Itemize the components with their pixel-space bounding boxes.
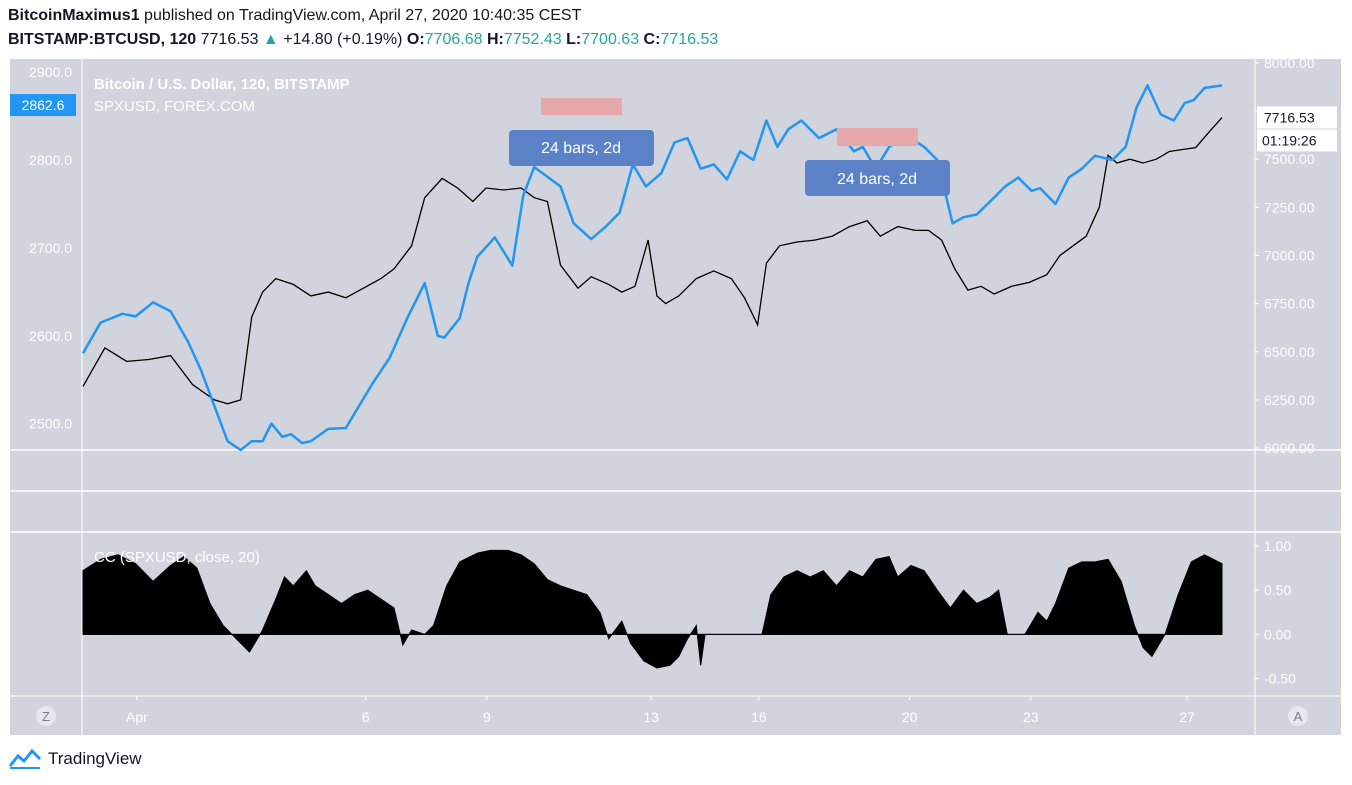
correlation-area: [82, 549, 1223, 669]
footer: TradingView: [8, 748, 142, 770]
spxusd-line: [81, 84, 1223, 452]
time-axis-tick-label: 13: [643, 709, 659, 725]
zoom-button-icon[interactable]: [36, 706, 56, 726]
right-axis-tick-label: 7500.00: [1264, 151, 1315, 167]
bars-label-text: 24 bars, 2d: [541, 140, 621, 157]
left-axis-current-badge: [10, 94, 76, 117]
highlight-box: [837, 128, 918, 146]
open-value: 7706.68: [424, 31, 483, 48]
author-name[interactable]: BitcoinMaximus1: [8, 7, 140, 24]
right-axis-tick-label: 6500.00: [1264, 344, 1315, 360]
right-axis-tick-label: 6250.00: [1264, 392, 1315, 408]
ohlc-header: BITSTAMP:BTCUSD, 120 7716.53 ▲ +14.80 (+…: [8, 31, 718, 49]
right-axis-price-badge: [1257, 106, 1337, 129]
time-axis-tick-label: 27: [1179, 709, 1195, 725]
right-axis-tick-label: 7000.00: [1264, 247, 1315, 263]
bars-label-box: [805, 160, 950, 196]
tradingview-logo-icon[interactable]: [8, 748, 42, 770]
time-axis-tick-label: 9: [483, 709, 491, 725]
oscillator-axis-tick-label: -0.50: [1264, 671, 1296, 687]
oscillator-axis-tick-label: 0.50: [1264, 582, 1291, 598]
legend-btcusd: Bitcoin / U.S. Dollar, 120, BITSTAMP: [94, 76, 350, 93]
btcusd-price-line: [82, 117, 1223, 405]
publish-header: BitcoinMaximus1 published on TradingView…: [8, 7, 581, 25]
low-label: L:: [566, 31, 582, 48]
brand-name[interactable]: TradingView: [48, 749, 142, 768]
close-label: C:: [643, 31, 661, 48]
bars-label-text: 24 bars, 2d: [837, 171, 917, 188]
chart-svg[interactable]: 2500.0 2600.0 2700.0 2800.0 2900.0 2862.6 6000…: [0, 0, 1352, 740]
legend-spxusd: SPXUSD, FOREX.COM: [94, 98, 255, 115]
change-value: +14.80 (+0.19%): [283, 31, 403, 48]
high-value: 7752.43: [503, 31, 562, 48]
highlight-box: [541, 98, 622, 115]
left-axis-tick-label: 2500.0: [29, 416, 72, 432]
right-axis-background: [1255, 59, 1341, 735]
time-axis-tick-label: 16: [751, 709, 767, 725]
time-axis-tick-label: Apr: [126, 709, 148, 725]
right-axis-tick-label: 8000.00: [1264, 55, 1315, 71]
right-axis-tick-label: 7250.00: [1264, 199, 1315, 215]
left-axis-current-label: 2862.6: [22, 97, 65, 113]
left-axis-tick-label: 2600.0: [29, 328, 72, 344]
published-text: published on TradingView.com, April 27, …: [144, 7, 582, 24]
bars-label-box: [509, 130, 654, 166]
zoom-button-glyph: Z: [42, 709, 50, 724]
time-axis-tick-label: 20: [902, 709, 918, 725]
last-price: 7716.53: [200, 31, 259, 48]
time-axis-tick-label: 23: [1023, 709, 1039, 725]
symbol-label: BITSTAMP:BTCUSD, 120: [8, 31, 197, 48]
high-label: H:: [486, 31, 504, 48]
close-value: 7716.53: [660, 31, 719, 48]
countdown-badge: [1257, 129, 1337, 152]
left-axis-tick-label: 2800.0: [29, 152, 72, 168]
right-axis-price-label: 7716.53: [1264, 109, 1315, 125]
right-axis-tick-label: 6000.00: [1264, 440, 1315, 456]
open-label: O:: [406, 31, 425, 48]
time-axis-tick-label: 6: [362, 709, 370, 725]
auto-scale-button-glyph: A: [1294, 709, 1303, 724]
oscillator-axis-tick-label: 0.00: [1264, 626, 1291, 642]
oscillator-axis-tick-label: 1.00: [1264, 538, 1291, 554]
countdown-label: 01:19:26: [1262, 132, 1317, 148]
auto-scale-button-icon[interactable]: [1288, 706, 1308, 726]
low-value: 7700.63: [581, 31, 640, 48]
change-arrow-icon: ▲: [262, 31, 279, 48]
oscillator-legend: CC (SPXUSD, close, 20): [94, 549, 260, 566]
left-axis-tick-label: 2900.0: [29, 64, 72, 80]
right-axis-tick-label: 6750.00: [1264, 296, 1315, 312]
left-axis-tick-label: 2700.0: [29, 240, 72, 256]
